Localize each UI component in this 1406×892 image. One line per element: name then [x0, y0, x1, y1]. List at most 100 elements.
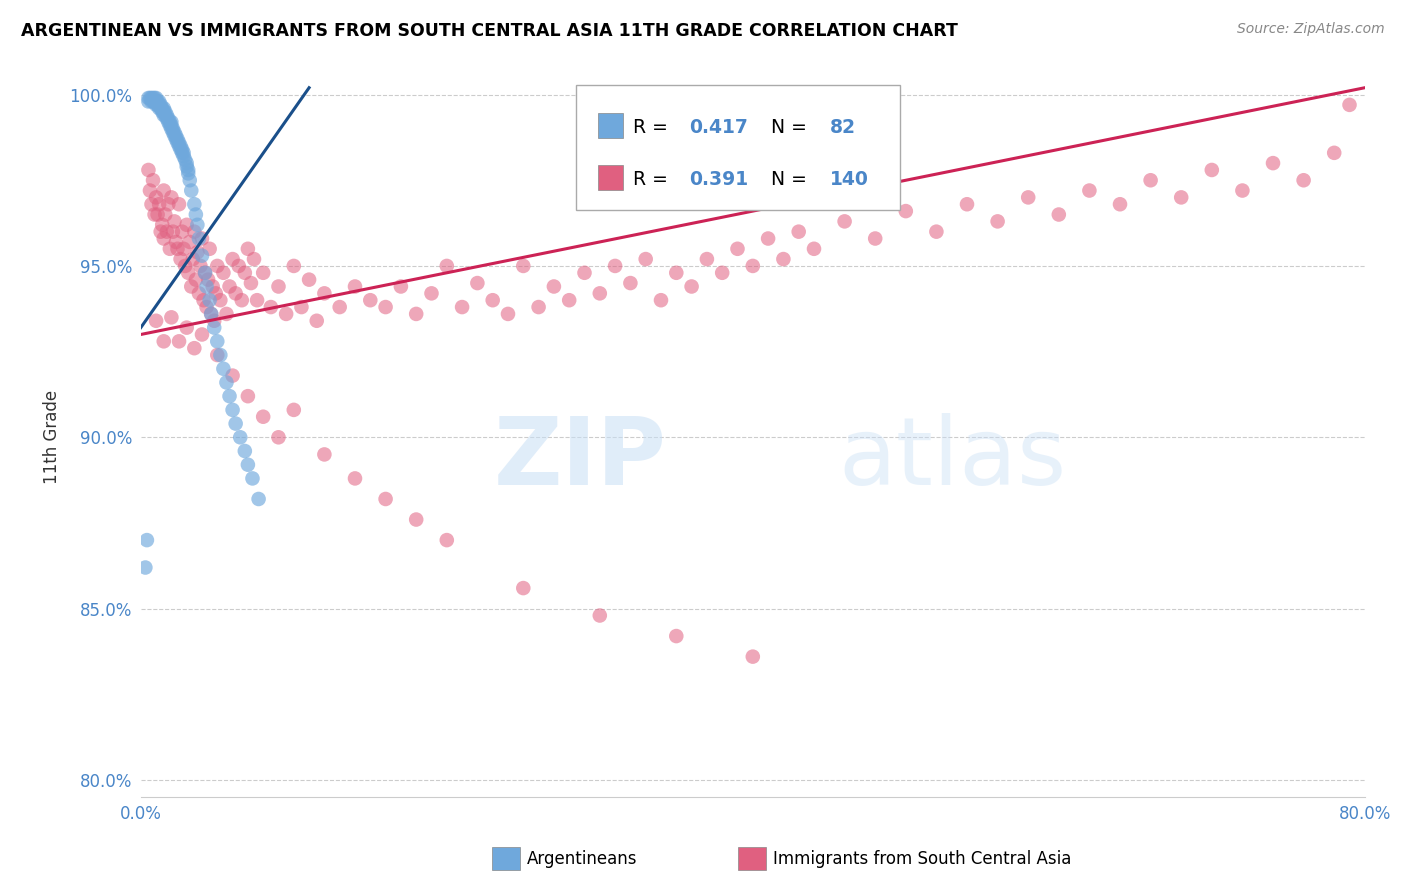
- Point: [143, 208, 166, 222]
- Point: [741, 649, 763, 664]
- Point: [204, 286, 226, 301]
- Point: [179, 235, 201, 249]
- Point: [283, 259, 305, 273]
- Point: [496, 307, 519, 321]
- Point: [215, 307, 238, 321]
- Point: [558, 293, 581, 308]
- Point: [176, 218, 198, 232]
- Point: [145, 95, 167, 109]
- Point: [252, 266, 274, 280]
- Point: [191, 249, 214, 263]
- Point: [139, 184, 162, 198]
- Point: [149, 101, 172, 115]
- Point: [187, 286, 209, 301]
- Point: [359, 293, 381, 308]
- Point: [225, 286, 247, 301]
- Point: [156, 225, 179, 239]
- Point: [159, 119, 181, 133]
- Point: [142, 173, 165, 187]
- Point: [863, 231, 886, 245]
- Point: [619, 276, 641, 290]
- Point: [157, 112, 180, 126]
- Point: [242, 471, 264, 485]
- Point: [231, 293, 253, 308]
- Point: [329, 300, 352, 314]
- Point: [152, 334, 174, 349]
- Point: [169, 139, 191, 153]
- Point: [156, 108, 179, 122]
- Point: [574, 266, 596, 280]
- Point: [160, 121, 183, 136]
- Point: [157, 197, 180, 211]
- Point: [198, 293, 221, 308]
- Point: [1047, 208, 1070, 222]
- Text: N =: N =: [759, 118, 813, 137]
- Point: [150, 104, 173, 119]
- Text: R =: R =: [633, 118, 673, 137]
- Point: [180, 279, 202, 293]
- Point: [146, 98, 169, 112]
- Point: [149, 98, 172, 112]
- Point: [150, 218, 173, 232]
- Point: [200, 307, 222, 321]
- Point: [172, 225, 194, 239]
- Point: [589, 608, 612, 623]
- Point: [197, 273, 219, 287]
- Point: [141, 197, 163, 211]
- Point: [145, 314, 167, 328]
- Point: [239, 276, 262, 290]
- Point: [1139, 173, 1161, 187]
- Point: [696, 252, 718, 266]
- Point: [290, 300, 312, 314]
- Point: [160, 190, 183, 204]
- Point: [148, 101, 170, 115]
- Point: [167, 334, 190, 349]
- Point: [1339, 98, 1361, 112]
- Point: [173, 145, 195, 160]
- Point: [152, 104, 174, 119]
- Point: [212, 361, 235, 376]
- Point: [436, 259, 458, 273]
- Point: [169, 252, 191, 266]
- Point: [138, 163, 160, 178]
- Point: [194, 266, 217, 280]
- Point: [209, 293, 232, 308]
- Text: atlas: atlas: [838, 413, 1067, 505]
- Text: 82: 82: [830, 118, 855, 137]
- Point: [141, 95, 163, 109]
- Point: [665, 629, 688, 643]
- Point: [436, 533, 458, 548]
- Point: [148, 197, 170, 211]
- Point: [146, 95, 169, 109]
- Point: [343, 279, 366, 293]
- Text: ZIP: ZIP: [495, 413, 666, 505]
- Point: [374, 300, 396, 314]
- Point: [162, 225, 184, 239]
- Point: [405, 307, 427, 321]
- Point: [209, 348, 232, 362]
- Point: [179, 173, 201, 187]
- Point: [298, 273, 321, 287]
- Point: [894, 204, 917, 219]
- Point: [314, 286, 336, 301]
- Point: [1170, 190, 1192, 204]
- Text: Source: ZipAtlas.com: Source: ZipAtlas.com: [1237, 22, 1385, 37]
- Text: 0.391: 0.391: [689, 170, 748, 189]
- Text: ARGENTINEAN VS IMMIGRANTS FROM SOUTH CENTRAL ASIA 11TH GRADE CORRELATION CHART: ARGENTINEAN VS IMMIGRANTS FROM SOUTH CEN…: [21, 22, 957, 40]
- Point: [1292, 173, 1315, 187]
- Point: [1261, 156, 1284, 170]
- Point: [711, 266, 734, 280]
- Point: [221, 252, 243, 266]
- Point: [184, 273, 207, 287]
- Point: [1201, 163, 1223, 178]
- Point: [163, 128, 186, 143]
- Point: [218, 389, 240, 403]
- Text: Argentineans: Argentineans: [527, 849, 638, 868]
- Point: [142, 95, 165, 109]
- Point: [228, 259, 250, 273]
- Point: [177, 266, 200, 280]
- Point: [207, 334, 229, 349]
- Point: [314, 447, 336, 461]
- Point: [451, 300, 474, 314]
- Point: [512, 581, 534, 595]
